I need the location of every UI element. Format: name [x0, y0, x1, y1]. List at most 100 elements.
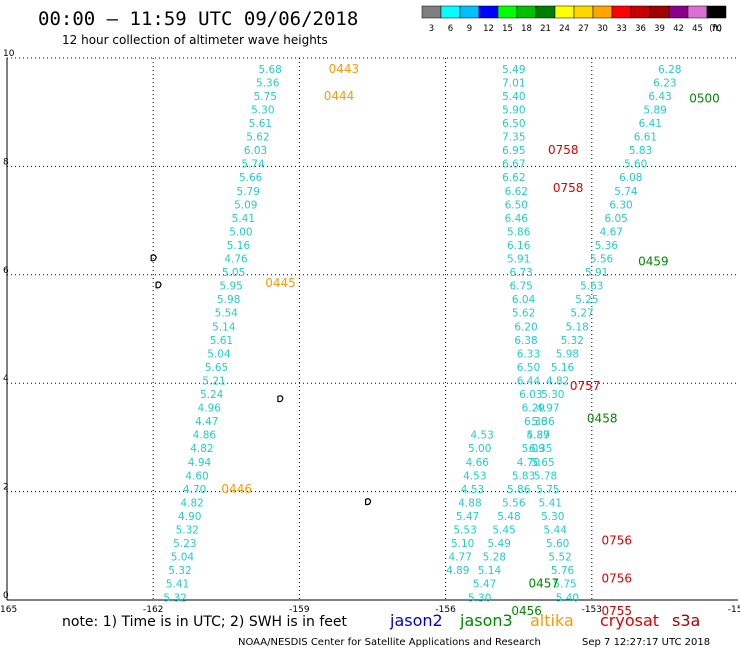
colorbar-label: 18: [521, 24, 532, 34]
swh-value: 5.76: [551, 565, 575, 577]
swh-value: 6.61: [634, 132, 657, 144]
swh-value: 5.48: [497, 511, 520, 523]
legend-cryosat: cryosat: [600, 611, 659, 630]
pass-time-label: 0756: [602, 571, 633, 585]
swh-value: 5.47: [456, 511, 479, 523]
swh-value: 4.82: [190, 443, 213, 455]
swh-value: 4.90: [178, 511, 201, 523]
pass-time-label: 0445: [265, 276, 296, 290]
swh-value: 5.40: [502, 91, 525, 103]
x-tick-label: -153: [582, 605, 602, 615]
swh-value: 6.67: [502, 159, 525, 171]
swh-value: 5.87: [526, 430, 549, 442]
swh-value: 4.66: [466, 457, 490, 469]
swh-value: 5.40: [556, 592, 579, 604]
island-outline: [365, 498, 372, 506]
legend-s3a: s3a: [672, 611, 700, 630]
colorbar-swatch: [459, 5, 480, 19]
pass-time-label: 0755: [602, 604, 633, 618]
swh-value: 5.62: [512, 308, 535, 320]
island-outline: [155, 281, 162, 289]
swh-value: 5.30: [541, 511, 564, 523]
swh-value: 5.32: [561, 335, 584, 347]
swh-value: 6.38: [514, 335, 537, 347]
swh-value: 6.35: [529, 443, 552, 455]
pass-time-label: 0500: [689, 92, 720, 106]
swh-value: 5.30: [251, 104, 274, 116]
swh-value: 6.20: [514, 321, 537, 333]
swh-value: 4.82: [180, 497, 203, 509]
swh-value: 6.43: [648, 91, 671, 103]
swh-value: 5.86: [507, 484, 531, 496]
swh-value: 5.68: [258, 64, 281, 76]
timestamp-text: Sep 7 12:27:17 UTC 2018: [582, 637, 710, 648]
pass-time-label: 0457: [528, 577, 559, 591]
pass-time-label: 0758: [548, 143, 579, 157]
swh-value: 5.78: [534, 470, 557, 482]
plot-area: -165-162-159-156-153-15002468105.685.365…: [0, 49, 740, 618]
swh-value: 5.41: [232, 213, 255, 225]
pass-time-label: 0459: [638, 254, 669, 268]
swh-value: 5.52: [548, 552, 571, 564]
pass-time-label: 0458: [587, 411, 618, 425]
y-tick-label: 6: [3, 266, 9, 276]
swh-value: 5.45: [492, 525, 515, 537]
swh-value: 5.24: [200, 389, 224, 401]
swh-value: 5.32: [176, 525, 199, 537]
swh-value: 6.30: [609, 199, 632, 211]
colorbar-swatch: [440, 5, 461, 19]
swh-value: 6.50: [517, 362, 540, 374]
pass-time-label: 0444: [324, 89, 355, 103]
swh-value: 4.76: [224, 254, 248, 266]
swh-value: 6.16: [507, 240, 531, 252]
colorbar-swatch: [649, 5, 670, 19]
swh-value: 5.41: [539, 497, 562, 509]
swh-value: 5.89: [643, 104, 666, 116]
swh-value: 4.70: [517, 457, 540, 469]
swh-value: 5.75: [254, 91, 277, 103]
swh-value: 5.36: [595, 240, 619, 252]
swh-value: 5.60: [624, 159, 647, 171]
swh-value: 5.21: [202, 375, 225, 387]
swh-value: 4.86: [193, 430, 217, 442]
swh-value: 5.63: [580, 281, 603, 293]
colorbar-swatch: [687, 5, 708, 19]
swh-value: 4.60: [185, 470, 208, 482]
swh-value: 4.67: [600, 226, 623, 238]
units-note: note: 1) Time is in UTC; 2) SWH is in fe…: [62, 614, 348, 630]
swh-value: 5.62: [246, 132, 269, 144]
swh-value: 5.83: [512, 470, 535, 482]
pass-time-label: 0456: [511, 604, 542, 618]
x-tick-label: -159: [289, 605, 310, 615]
swh-value: 5.98: [217, 294, 240, 306]
swh-value: 6.03: [519, 389, 542, 401]
swh-value: 6.28: [658, 64, 681, 76]
swh-value: 6.29: [522, 403, 545, 415]
swh-value: 5.75: [553, 579, 576, 591]
swh-value: 5.98: [556, 348, 579, 360]
colorbar-label: 24: [559, 24, 570, 34]
swh-value: 5.91: [507, 254, 530, 266]
swh-value: 5.74: [241, 159, 265, 171]
swh-value: 5.05: [222, 267, 245, 279]
colorbar-swatch: [706, 5, 727, 19]
colorbar: 3 6 9 12 15 18 21 24 27 30 33 36 39 42 45 70(ft): [421, 5, 727, 34]
swh-value: 6.50: [505, 199, 528, 211]
swh-value: 6.46: [505, 213, 529, 225]
legend-jason3: jason3: [459, 611, 513, 630]
colorbar-label: 21: [540, 24, 551, 34]
swh-value: 7.35: [502, 132, 525, 144]
swh-value: 5.75: [536, 484, 559, 496]
colorbar-swatch: [535, 5, 556, 19]
swh-value: 5.49: [502, 64, 525, 76]
chart-title: 00:00 – 11:59 UTC 09/06/2018: [38, 8, 358, 30]
colorbar-swatch: [516, 5, 537, 19]
legend-altika: altika: [530, 611, 574, 630]
colorbar-swatch: [421, 5, 442, 19]
swh-value: 6.62: [502, 172, 525, 184]
swh-value: 5.65: [205, 362, 228, 374]
swh-value: 5.09: [522, 443, 545, 455]
swh-value: 5.95: [219, 281, 242, 293]
swh-value: 5.14: [212, 321, 236, 333]
